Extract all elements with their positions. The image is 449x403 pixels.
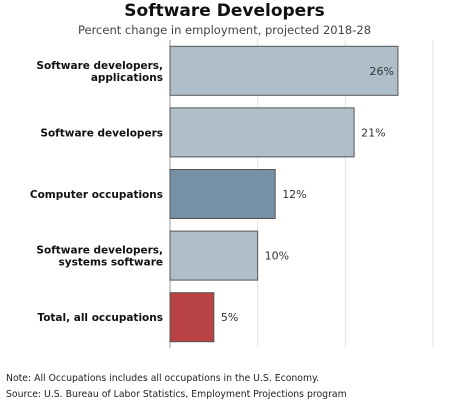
bar bbox=[169, 107, 355, 158]
footnote-source: Source: U.S. Bureau of Labor Statistics,… bbox=[6, 389, 347, 400]
value-label: 5% bbox=[221, 311, 238, 324]
bars bbox=[169, 45, 399, 343]
value-labels: 26% 21% 12% 10% 5% bbox=[221, 65, 394, 324]
category-label: Software developers bbox=[40, 127, 163, 139]
value-label: 26% bbox=[369, 65, 393, 78]
footnote-note: Note: All Occupations includes all occup… bbox=[6, 373, 320, 384]
value-label: 21% bbox=[361, 126, 385, 139]
bar bbox=[169, 169, 276, 219]
category-labels: Software developers, applications Software… bbox=[30, 60, 163, 324]
bar bbox=[169, 230, 259, 281]
category-label: Computer occupations bbox=[30, 189, 163, 201]
chart-subtitle: Percent change in employment, projected … bbox=[77, 23, 372, 37]
value-label: 12% bbox=[282, 188, 306, 201]
category-label: Software developers, systems software bbox=[36, 245, 163, 269]
bar bbox=[169, 45, 399, 96]
category-label: Total, all occupations bbox=[37, 312, 163, 324]
value-label: 10% bbox=[265, 250, 289, 263]
chart-title: Software Developers bbox=[124, 1, 325, 21]
category-label: Software developers, applications bbox=[36, 60, 163, 84]
bar bbox=[169, 292, 215, 343]
